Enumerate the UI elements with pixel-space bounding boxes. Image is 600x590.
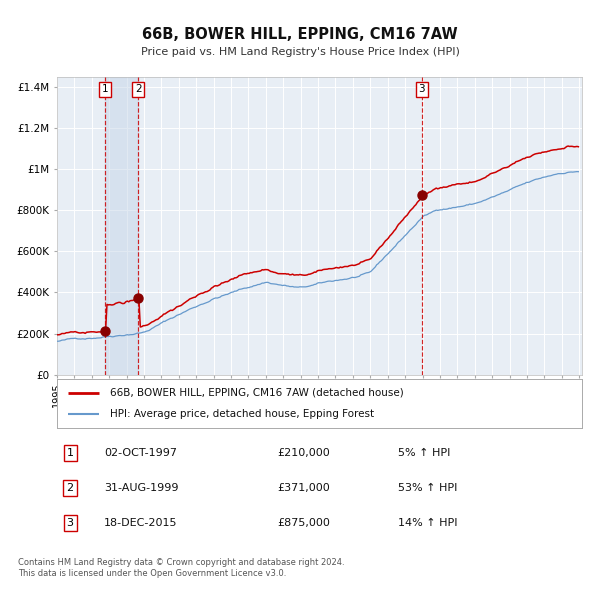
Text: 02-OCT-1997: 02-OCT-1997: [104, 448, 177, 458]
Text: 18-DEC-2015: 18-DEC-2015: [104, 518, 178, 528]
Text: This data is licensed under the Open Government Licence v3.0.: This data is licensed under the Open Gov…: [18, 569, 286, 578]
Text: Contains HM Land Registry data © Crown copyright and database right 2024.: Contains HM Land Registry data © Crown c…: [18, 558, 344, 566]
Text: 53% ↑ HPI: 53% ↑ HPI: [398, 483, 458, 493]
Text: HPI: Average price, detached house, Epping Forest: HPI: Average price, detached house, Eppi…: [110, 409, 374, 419]
Text: 2: 2: [135, 84, 142, 94]
Text: 5% ↑ HPI: 5% ↑ HPI: [398, 448, 451, 458]
Text: 66B, BOWER HILL, EPPING, CM16 7AW (detached house): 66B, BOWER HILL, EPPING, CM16 7AW (detac…: [110, 388, 403, 398]
Text: Price paid vs. HM Land Registry's House Price Index (HPI): Price paid vs. HM Land Registry's House …: [140, 47, 460, 57]
Text: 1: 1: [67, 448, 74, 458]
Text: £875,000: £875,000: [277, 518, 331, 528]
Text: 66B, BOWER HILL, EPPING, CM16 7AW: 66B, BOWER HILL, EPPING, CM16 7AW: [142, 27, 458, 41]
Bar: [105, 77, 138, 375]
Text: £371,000: £371,000: [277, 483, 330, 493]
Text: 14% ↑ HPI: 14% ↑ HPI: [398, 518, 458, 528]
Text: 1: 1: [101, 84, 108, 94]
Text: 3: 3: [419, 84, 425, 94]
Text: 2: 2: [67, 483, 74, 493]
Text: 31-AUG-1999: 31-AUG-1999: [104, 483, 179, 493]
Text: 3: 3: [67, 518, 74, 528]
Text: £210,000: £210,000: [277, 448, 330, 458]
